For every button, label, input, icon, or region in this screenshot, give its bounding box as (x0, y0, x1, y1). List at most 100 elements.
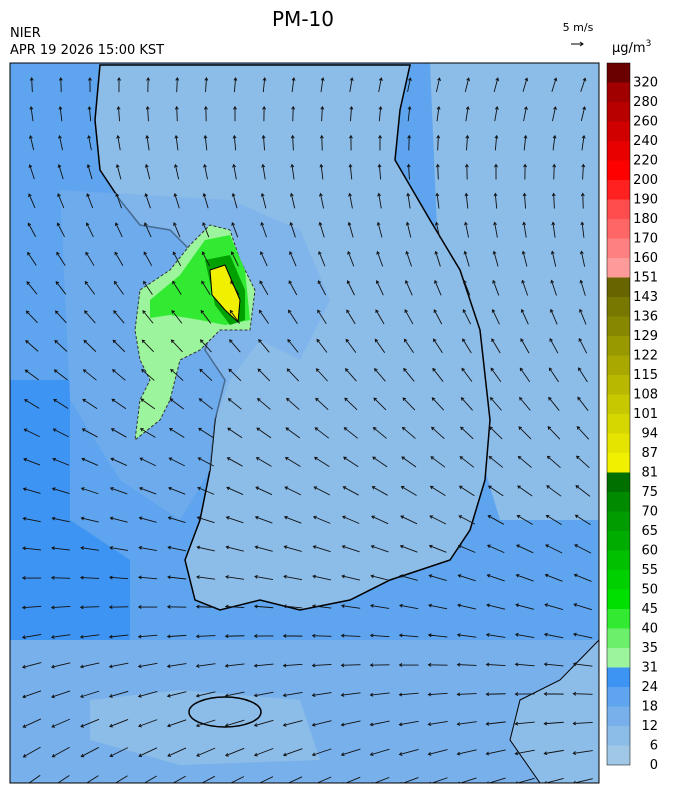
wind-arrow (340, 633, 361, 638)
wind-arrow (552, 163, 557, 180)
wind-arrow (166, 604, 187, 609)
colorbar-segment (607, 219, 630, 239)
wind-arrow (28, 774, 41, 783)
wind-arrow (137, 662, 158, 669)
wind-arrow (516, 544, 534, 554)
wind-arrow (287, 338, 299, 353)
wind-arrow (399, 574, 418, 581)
wind-arrow (291, 105, 296, 122)
colorbar-segment (607, 297, 630, 317)
wind-arrow (572, 750, 593, 756)
wind-arrow (457, 574, 476, 582)
wind-arrow (115, 163, 122, 180)
wind-arrow (253, 719, 274, 727)
wind-arrow (369, 603, 390, 609)
wind-arrow (461, 367, 473, 382)
wind-arrow (282, 633, 303, 638)
colorbar-segment (607, 121, 630, 141)
wind-arrow (550, 250, 557, 267)
colorbar-label: 200 (633, 173, 658, 188)
wind-arrow (28, 193, 36, 209)
wind-arrow (403, 367, 415, 382)
wind-arrow (398, 692, 419, 697)
wind-arrow (320, 105, 325, 122)
wind-arrow (116, 134, 121, 151)
wind-arrow (427, 692, 448, 697)
wind-arrow (456, 633, 477, 638)
sea-jeju (90, 690, 320, 765)
wind-arrow (580, 221, 585, 238)
colorbar-segment (607, 589, 630, 609)
wind-arrow (226, 486, 244, 495)
wind-arrow (342, 486, 359, 496)
wind-arrow (261, 134, 266, 151)
wind-arrow (108, 662, 129, 669)
wind-arrow (345, 338, 357, 353)
wind-arrow (572, 662, 593, 667)
wind-arrow (111, 369, 126, 381)
colorbar-segment (607, 550, 630, 570)
colorbar-label: 31 (641, 661, 658, 676)
wind-arrow (544, 603, 564, 610)
colorbar-segment (607, 531, 630, 551)
wind-arrow (109, 575, 129, 580)
wind-arrow (23, 428, 40, 438)
colorbar-label: 65 (641, 524, 658, 539)
colorbar-label: 320 (633, 76, 658, 91)
wind-arrow (405, 221, 412, 238)
wind-arrow (369, 720, 390, 727)
wind-arrow (405, 250, 412, 267)
wind-arrow (406, 163, 411, 180)
wind-arrow (199, 368, 213, 381)
wind-arrow (168, 428, 185, 438)
colorbar-segment (607, 160, 630, 180)
wind-arrow (174, 105, 179, 122)
wind-arrow (341, 574, 361, 581)
wind-arrow (520, 338, 530, 354)
wind-arrow (371, 515, 389, 525)
wind-arrow (456, 721, 477, 726)
wind-arrow (138, 516, 157, 523)
wind-arrow (173, 192, 180, 209)
wind-arrow (517, 455, 532, 468)
wind-arrow (80, 487, 99, 495)
wind-arrow (174, 163, 180, 180)
colorbar-segment (607, 102, 630, 122)
wind-arrow (374, 338, 386, 353)
wind-arrow (491, 308, 500, 325)
wind-arrow (544, 573, 563, 582)
wind-arrow (547, 426, 561, 440)
wind-arrow (494, 134, 499, 151)
wind-arrow (369, 633, 390, 638)
wind-arrow (79, 690, 100, 699)
wind-arrow (407, 77, 412, 93)
wind-arrow (139, 457, 157, 467)
wind-arrow (253, 634, 274, 638)
colorbar-label: 151 (633, 271, 658, 286)
wind-arrow (578, 337, 588, 354)
wind-arrow (196, 575, 216, 580)
wind-arrow (56, 222, 65, 238)
wind-arrow (166, 691, 187, 698)
wind-arrow (137, 691, 158, 698)
colorbar-label: 280 (633, 95, 658, 110)
wind-arrow (458, 515, 476, 525)
wind-arrow (577, 396, 589, 411)
wind-arrow (50, 605, 71, 610)
wind-arrow (433, 309, 443, 325)
wind-arrow (202, 192, 209, 209)
wind-arrow (400, 515, 418, 525)
wind-arrow (581, 163, 586, 180)
wind-arrow (253, 748, 274, 757)
wind-arrow (57, 193, 65, 209)
wind-arrow (436, 134, 441, 151)
wind-arrow (141, 369, 155, 381)
wind-arrow (313, 486, 331, 496)
wind-arrow (79, 575, 100, 580)
wind-arrow (51, 690, 71, 699)
wind-arrow (311, 692, 332, 697)
colorbar-label: 129 (633, 329, 658, 344)
wind-arrow (51, 516, 70, 523)
wind-arrow (29, 105, 34, 122)
wind-arrow (172, 280, 182, 295)
